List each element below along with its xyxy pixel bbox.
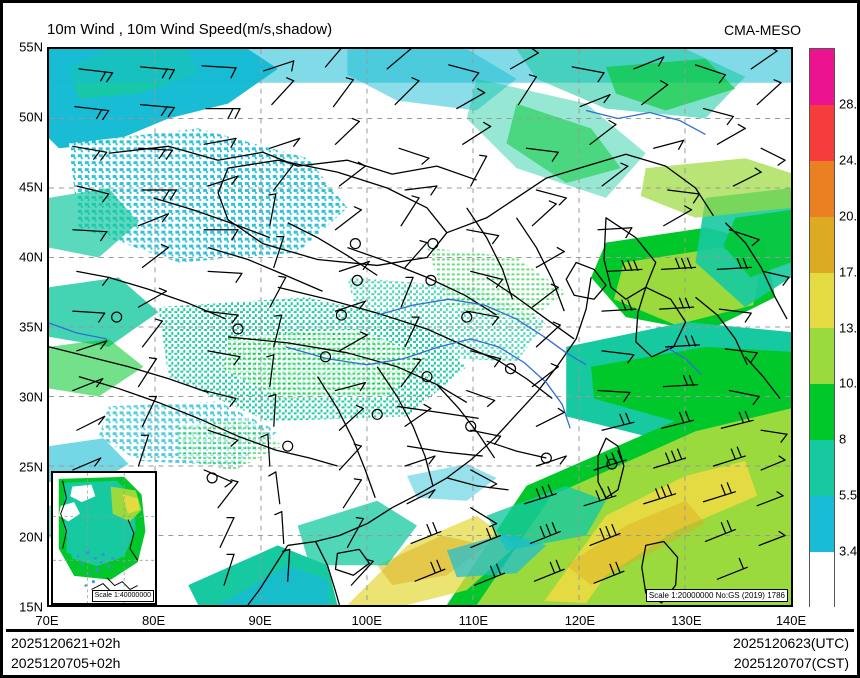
colorbar[interactable] (809, 48, 835, 608)
colorbar-tick-10.8: 10.8 (839, 375, 860, 391)
colorbar-segment (810, 496, 834, 553)
init-time-utc: 2025120621+02h (11, 635, 121, 651)
colorbar-tick-17.2: 17.2 (839, 264, 860, 280)
x-tick-70e: 70E (35, 613, 59, 628)
colorbar-segment (810, 328, 834, 385)
inset-map-svg (53, 473, 155, 603)
x-tick-120e: 120E (564, 613, 596, 628)
inset-scale-label: Scale 1:40000000 (91, 590, 154, 602)
valid-time-utc: 2025120623(UTC) (733, 635, 849, 651)
y-tick-50n: 50N (19, 109, 43, 125)
x-tick-140e: 140E (775, 613, 807, 628)
inset-map-south-china-sea[interactable]: Scale 1:40000000 (51, 471, 157, 605)
footer-divider (6, 629, 854, 632)
y-tick-55n: 55N (19, 39, 43, 55)
colorbar-tick-13.9: 13.9 (839, 320, 860, 335)
y-tick-20n: 20N (19, 529, 43, 545)
y-tick-35n: 35N (19, 319, 43, 335)
colorbar-tick-3.4: 3.4 (839, 543, 858, 559)
colorbar-segment (810, 384, 834, 441)
valid-time-cst: 2025120707(CST) (733, 655, 849, 671)
colorbar-segment (810, 49, 834, 105)
colorbar-tick-20.8: 20.8 (839, 208, 860, 224)
y-tick-15n: 15N (19, 599, 43, 615)
colorbar-tick-28.5: 28.5 (839, 96, 860, 112)
x-tick-80e: 80E (142, 613, 166, 628)
x-tick-90e: 90E (248, 613, 272, 628)
weather-map-svg (49, 49, 791, 605)
model-label: CMA-MESO (724, 22, 801, 38)
x-tick-110e: 110E (458, 613, 488, 628)
y-tick-45n: 45N (19, 179, 43, 195)
x-tick-130e: 130E (671, 613, 702, 628)
y-tick-30n: 30N (19, 389, 43, 405)
page-title: 10m Wind , 10m Wind Speed(m/s,shadow) (47, 21, 333, 38)
colorbar-segment (810, 272, 834, 329)
colorbar-segment (810, 104, 834, 161)
colorbar-segment (810, 160, 834, 217)
colorbar-tick-5.5: 5.5 (839, 487, 858, 503)
init-time-cst: 2025120705+02h (11, 655, 121, 671)
colorbar-tick-8: 8 (839, 431, 847, 447)
y-tick-25n: 25N (19, 459, 43, 475)
colorbar-tick-24.5: 24.5 (839, 152, 860, 168)
x-tick-100e: 100E (351, 613, 382, 628)
colorbar-segment (810, 440, 834, 497)
colorbar-segment (810, 216, 834, 273)
y-tick-40n: 40N (19, 249, 43, 265)
map-scale-label: Scale 1:20000000 No:GS (2019) 1786 (645, 589, 788, 602)
colorbar-segment (810, 552, 834, 608)
map-plot-area[interactable]: Scale 1:40000000 Scale 1:20000000 No:GS … (47, 47, 793, 607)
